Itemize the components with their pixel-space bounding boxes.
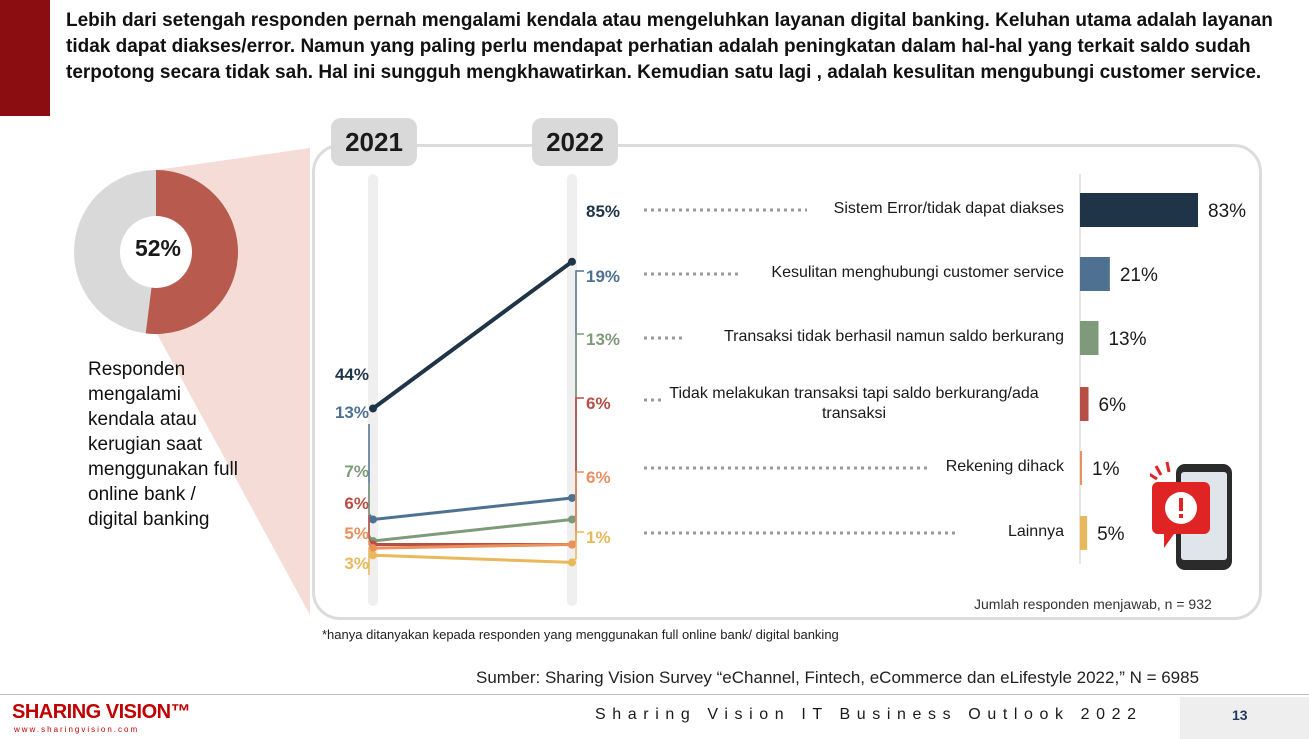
accent-bar — [0, 0, 50, 116]
slope-point-2021-0 — [369, 404, 377, 413]
slope-line-2 — [372, 517, 573, 543]
bar-value-3: 6% — [1099, 395, 1127, 416]
bar-0 — [1080, 193, 1198, 227]
label-2022-4: 6% — [586, 468, 611, 487]
label-2021-2: 7% — [344, 462, 369, 481]
slope-line-1 — [372, 496, 573, 521]
label-2022-2: 13% — [586, 330, 620, 349]
page-number-box — [1180, 697, 1309, 739]
label-2021-5: 3% — [344, 554, 369, 573]
label-2022-5: 1% — [586, 528, 611, 547]
year-tab-2021: 2021 — [331, 118, 417, 166]
label-2022-0: 85% — [586, 202, 620, 221]
bar-value-1: 21% — [1120, 265, 1158, 286]
bar-2 — [1080, 321, 1099, 355]
source-text: Sumber: Sharing Vision Survey “eChannel,… — [476, 668, 1200, 687]
bar-3 — [1080, 387, 1089, 421]
bar-value-4: 1% — [1092, 459, 1120, 480]
leader-2022-5 — [571, 531, 584, 563]
donut-hole — [120, 216, 192, 288]
donut-chart — [74, 170, 238, 334]
bar-1 — [1080, 257, 1110, 291]
bar-value-5: 5% — [1097, 524, 1125, 545]
brand-url: www.sharingvision.com — [14, 725, 140, 734]
label-2021-0: 44% — [335, 365, 369, 384]
phone-alert-icon — [1150, 461, 1232, 570]
footnote: *hanya ditanyakan kepada responden yang … — [322, 627, 839, 642]
slope-line-4 — [372, 543, 573, 550]
year-track-2021 — [368, 174, 378, 606]
year-tab-2022: 2022 — [532, 118, 618, 166]
label-2022-1: 19% — [586, 267, 620, 286]
slope-chart: 44% 85% 13% 19% 7% 13% 6% 6% 5% 6% 3% 1% — [335, 174, 620, 606]
leader-2022-4 — [571, 471, 584, 546]
bar-value-0: 83% — [1208, 201, 1246, 222]
leader-2021-4 — [368, 539, 374, 549]
bar-value-2: 13% — [1108, 329, 1146, 350]
label-2022-3: 6% — [586, 394, 611, 413]
label-2021-4: 5% — [344, 524, 369, 543]
page-number: 13 — [1232, 707, 1248, 723]
donut-value-label: 52% — [134, 235, 182, 261]
bar-chart: 83% 21% 13% 6% 1% 5% — [644, 174, 1246, 564]
label-2021-3: 6% — [344, 494, 369, 513]
brand-logo: SHARING VISION™ — [12, 701, 191, 723]
leader-2021-3 — [368, 515, 374, 545]
footer-title: Sharing Vision IT Business Outlook 2022 — [595, 706, 1143, 723]
headline: Lebih dari setengah responden pernah men… — [66, 10, 1273, 83]
slope-line-5 — [372, 553, 573, 564]
bar-5 — [1080, 516, 1088, 550]
slope-point-2022-0 — [568, 257, 576, 266]
leader-2021-5 — [368, 546, 374, 575]
slope-line-0 — [371, 260, 574, 411]
respondents-note: Jumlah responden menjawab, n = 932 — [974, 596, 1212, 612]
bar-4 — [1080, 451, 1082, 485]
footer-divider — [0, 694, 1309, 695]
label-2021-1: 13% — [335, 403, 369, 422]
donut-caption: Responden mengalami kendala atau kerugia… — [88, 359, 238, 530]
